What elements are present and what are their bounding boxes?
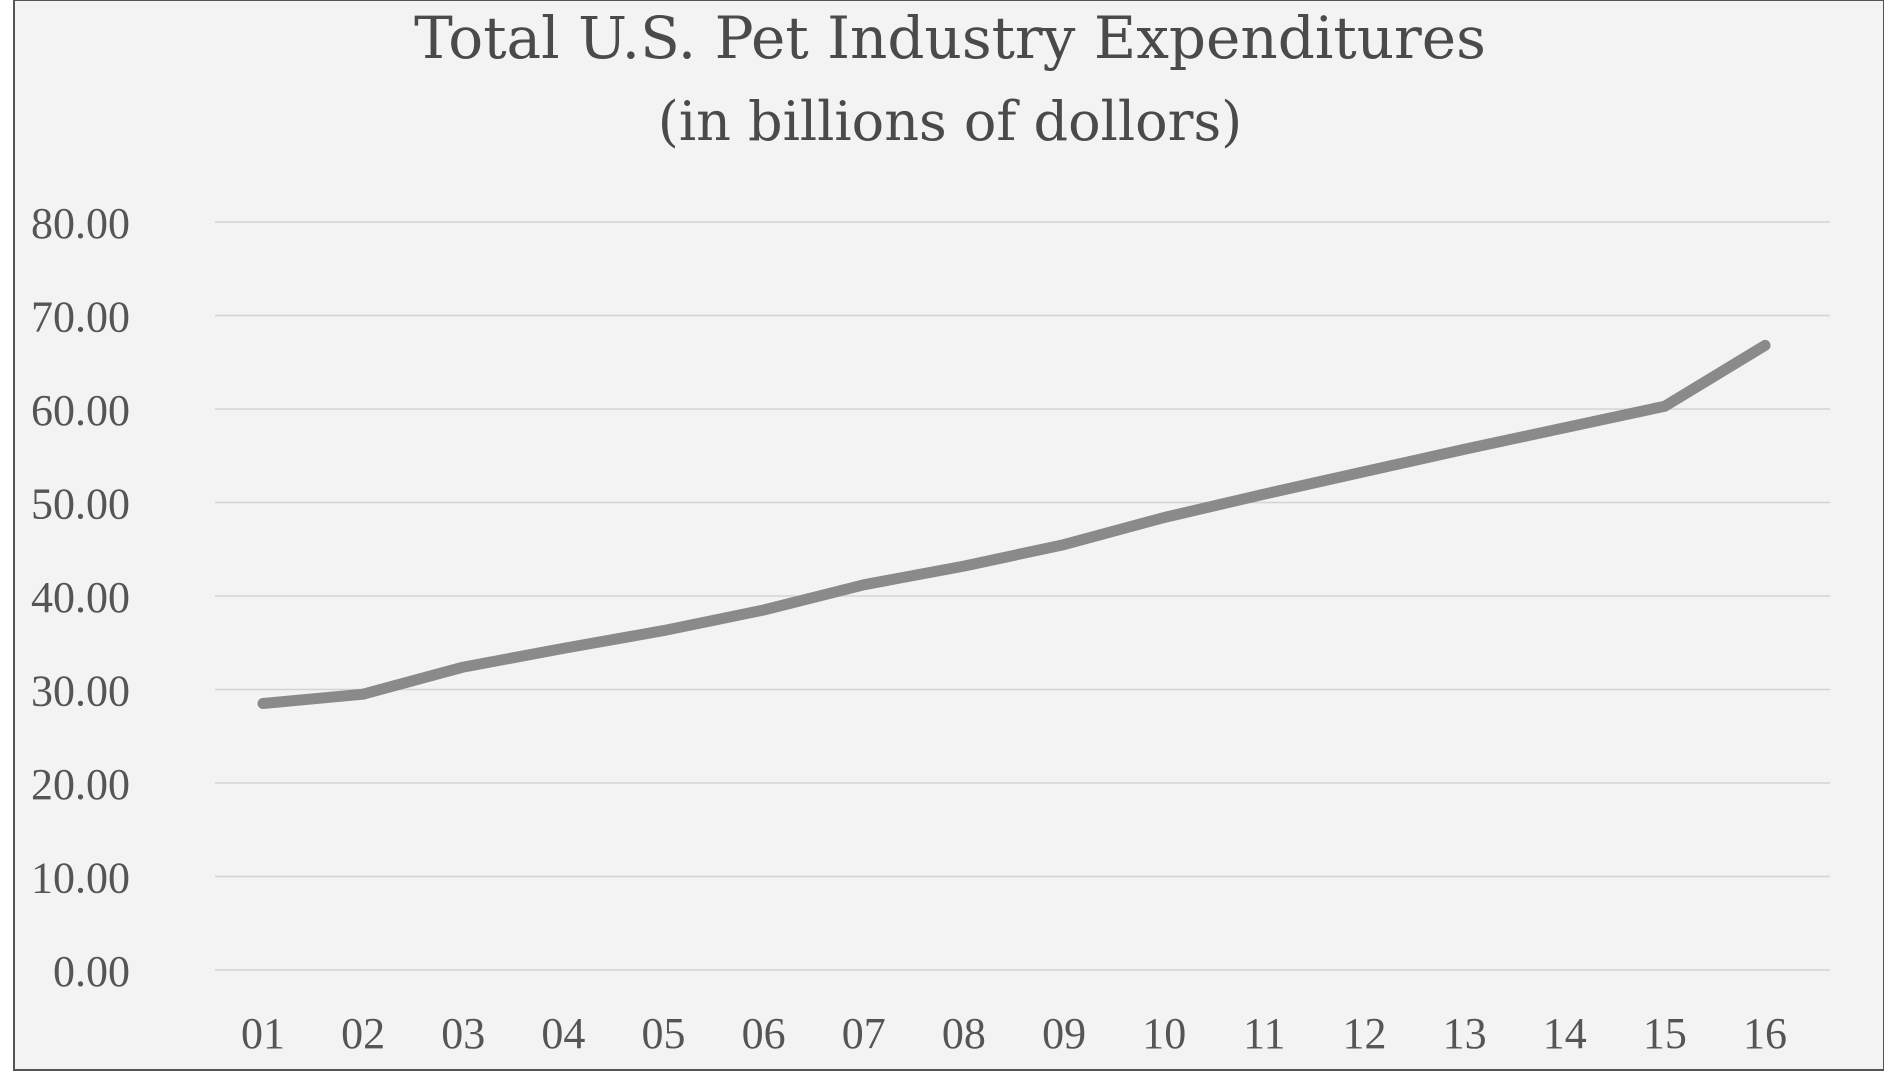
x-tick-label: 14 (1543, 1009, 1587, 1058)
x-tick-label: 08 (942, 1009, 986, 1058)
x-tick-label: 01 (241, 1009, 285, 1058)
data-point (458, 662, 469, 673)
x-tick-label: 05 (642, 1009, 686, 1058)
data-point (1659, 401, 1670, 412)
data-point (1159, 512, 1170, 523)
data-point (1559, 422, 1570, 433)
x-tick-label: 15 (1643, 1009, 1687, 1058)
data-point (358, 689, 369, 700)
x-tick-label: 03 (441, 1009, 485, 1058)
x-tick-label: 16 (1743, 1009, 1787, 1058)
x-tick-label: 13 (1443, 1009, 1487, 1058)
data-point (1059, 539, 1070, 550)
y-tick-label: 50.00 (31, 480, 130, 529)
y-tick-label: 20.00 (31, 760, 130, 809)
x-tick-label: 11 (1243, 1009, 1285, 1058)
data-point (1760, 340, 1770, 351)
y-tick-label: 70.00 (31, 293, 130, 342)
series-line (257, 339, 1771, 709)
y-axis-tick-labels: 0.00 10.00 20.00 30.00 40.00 50.00 60.00 70.00 8… (31, 199, 130, 996)
x-tick-label: 06 (742, 1009, 786, 1058)
x-axis-tick-labels: 01 02 03 04 05 06 07 08 09 10 11 12 13 14 15 16 (241, 1009, 1787, 1058)
gridlines (215, 221, 1830, 971)
y-tick-label: 40.00 (31, 573, 130, 622)
x-tick-label: 09 (1042, 1009, 1086, 1058)
data-point (558, 643, 569, 654)
x-tick-label: 10 (1142, 1009, 1186, 1058)
data-point (958, 561, 969, 572)
x-tick-label: 12 (1342, 1009, 1386, 1058)
data-point (1259, 489, 1270, 500)
data-point (658, 625, 669, 636)
chart-subtitle: (in billions of dollors) (658, 90, 1242, 153)
y-tick-label: 10.00 (31, 854, 130, 903)
chart-frame (13, 0, 1884, 1071)
data-point (258, 698, 268, 709)
data-point (758, 605, 769, 616)
data-point (858, 579, 869, 590)
chart-title: Total U.S. Pet Industry Expenditures (414, 4, 1486, 72)
x-tick-label: 02 (341, 1009, 385, 1058)
y-tick-label: 80.00 (31, 199, 130, 248)
data-point (1359, 466, 1370, 477)
y-tick-label: 30.00 (31, 667, 130, 716)
x-tick-label: 07 (842, 1009, 886, 1058)
chart-background (14, 0, 1884, 1070)
x-tick-label: 04 (541, 1009, 585, 1058)
y-tick-label: 0.00 (53, 947, 130, 996)
data-point (1459, 444, 1470, 455)
y-tick-label: 60.00 (31, 386, 130, 435)
data-series (257, 339, 1771, 709)
